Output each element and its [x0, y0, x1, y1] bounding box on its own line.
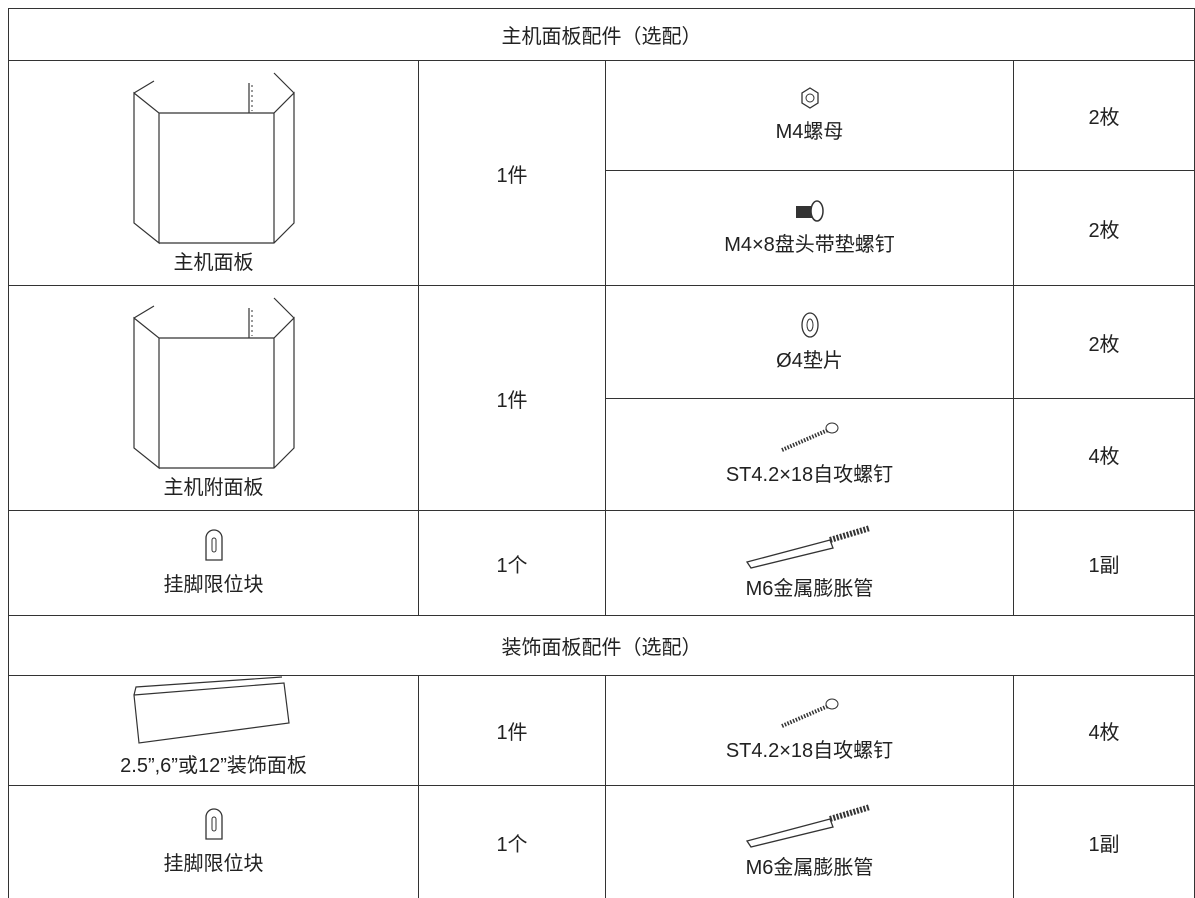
part-cell: 挂脚限位块 [8, 510, 419, 616]
fitting-cell: M4螺母 [605, 60, 1014, 171]
part-name: 挂脚限位块 [163, 573, 264, 596]
fitting-qty: 2枚 [1013, 285, 1195, 399]
anchor-icon [745, 524, 871, 569]
fitting-qty: 4枚 [1013, 675, 1195, 786]
fitting-qty: 2枚 [1013, 170, 1195, 286]
part-qty: 1个 [418, 785, 606, 898]
screw-icon [795, 199, 824, 222]
part-name: 主机面板 [173, 252, 254, 274]
fitting-name: ST4.2×18自攻螺钉 [725, 740, 894, 762]
part-cell: 主机面板 [8, 60, 419, 286]
table: 主机面板配件（选配） 主机面板 1件 M4螺母 2枚 M4×8盘头带垫螺钉 2枚… [8, 8, 1195, 898]
part-name: 挂脚限位块 [163, 852, 264, 875]
part-cell: 2.5”,6”或12”装饰面板 [8, 675, 419, 786]
anchor-icon [745, 803, 871, 848]
nut-icon [800, 87, 819, 109]
section-title: 装饰面板配件（选配） [8, 615, 1195, 676]
fitting-name: M6金属膨胀管 [745, 856, 874, 879]
fitting-cell: M4×8盘头带垫螺钉 [605, 170, 1014, 286]
part-cell: 主机附面板 [8, 285, 419, 511]
tapping-screw-icon [780, 698, 838, 728]
part-qty: 1件 [418, 60, 606, 286]
section-title: 主机面板配件（选配） [8, 8, 1195, 61]
fitting-qty: 1副 [1013, 510, 1195, 616]
washer-icon [800, 311, 819, 338]
bracket-icon [204, 528, 223, 561]
part-qty: 1件 [418, 285, 606, 511]
fitting-name: Ø4垫片 [776, 349, 843, 372]
fitting-cell: Ø4垫片 [605, 285, 1014, 399]
panel-icon [133, 72, 295, 245]
part-name: 主机附面板 [163, 477, 264, 499]
fitting-name: M4×8盘头带垫螺钉 [724, 233, 895, 256]
part-qty: 1个 [418, 510, 606, 616]
fitting-name: M4螺母 [775, 121, 844, 143]
fitting-name: M6金属膨胀管 [745, 577, 874, 600]
fitting-qty: 2枚 [1013, 60, 1195, 171]
part-qty: 1件 [418, 675, 606, 786]
fitting-cell: M6金属膨胀管 [605, 510, 1014, 616]
fitting-cell: ST4.2×18自攻螺钉 [605, 398, 1014, 511]
fitting-qty: 4枚 [1013, 398, 1195, 511]
trim-panel-icon [132, 676, 290, 744]
part-cell: 挂脚限位块 [8, 785, 419, 898]
part-name: 2.5”,6”或12”装饰面板 [120, 755, 307, 777]
panel-icon [133, 297, 295, 470]
fitting-cell: ST4.2×18自攻螺钉 [605, 675, 1014, 786]
fitting-cell: M6金属膨胀管 [605, 785, 1014, 898]
fitting-qty: 1副 [1013, 785, 1195, 898]
accessory-table: 主机面板配件（选配） 主机面板 1件 M4螺母 2枚 M4×8盘头带垫螺钉 2枚… [8, 8, 1195, 898]
bracket-icon [204, 807, 223, 840]
tapping-screw-icon [780, 422, 838, 452]
fitting-name: ST4.2×18自攻螺钉 [725, 464, 894, 486]
